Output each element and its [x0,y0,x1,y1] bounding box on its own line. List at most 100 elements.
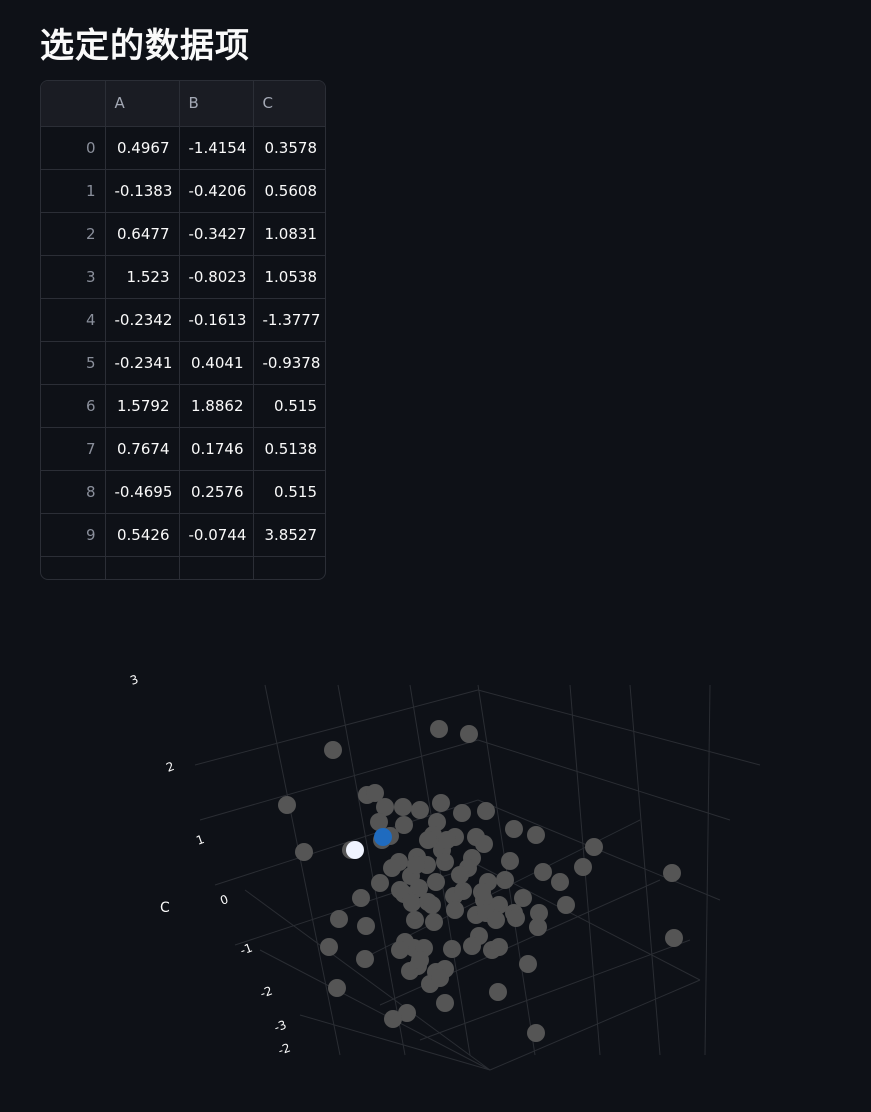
table-cell[interactable]: 1.0831 [253,212,325,256]
table-cell[interactable]: -0.4206 [179,169,254,213]
page-title: 选定的数据项 [40,26,250,66]
table-row[interactable]: 8 -0.4695 0.2576 0.515 [41,470,325,514]
table-cell[interactable]: 0.2576 [179,470,254,514]
table-row[interactable]: 5 -0.2341 0.4041 -0.9378 [41,341,325,385]
scatter-point [514,889,532,907]
table-cell[interactable]: 1.0538 [253,255,325,299]
table-row-empty [41,556,325,579]
row-index-cell[interactable]: 2 [41,212,106,256]
scatter-3d-svg[interactable]: 3 2 1 0 -1 -2 -3 -2 C [0,660,871,1112]
table-cell[interactable]: -0.1383 [105,169,180,213]
column-header-a[interactable]: A [105,81,180,127]
table-cell[interactable]: -1.3777 [253,298,325,342]
scatter-point [451,866,469,884]
scatter-point [384,1010,402,1028]
row-index-cell[interactable]: 8 [41,470,106,514]
table-cell[interactable]: 0.515 [253,384,325,428]
table-cell[interactable]: -0.2342 [105,298,180,342]
scatter-point [551,873,569,891]
row-index-cell[interactable]: 1 [41,169,106,213]
scatter-point [490,896,508,914]
table-cell[interactable]: 3.8527 [253,513,325,557]
table-cell[interactable]: 1.8862 [179,384,254,428]
scatter-point [427,873,445,891]
table-cell[interactable]: 0.3578 [253,126,325,170]
scatter-point [278,796,296,814]
z-tick-label: -3 [272,1018,288,1035]
table-row[interactable]: 0 0.4967 -1.4154 0.3578 [41,126,325,170]
table-cell[interactable]: -1.4154 [179,126,254,170]
table-cell[interactable]: 0.6477 [105,212,180,256]
table-cell[interactable]: 0.1746 [179,427,254,471]
scatter-point [454,882,472,900]
dataframe-table[interactable]: A B C 0 0.4967 -1.4154 0.3578 1 -0.1383 -0.420… [40,80,326,580]
table-cell[interactable]: -0.3427 [179,212,254,256]
scatter-point [371,874,389,892]
table-row[interactable]: 6 1.5792 1.8862 0.515 [41,384,325,428]
table-cell[interactable]: 0.4967 [105,126,180,170]
scatter-point [534,863,552,881]
table-row[interactable]: 7 0.7674 0.1746 0.5138 [41,427,325,471]
table-cell[interactable]: 0.5138 [253,427,325,471]
table-cell[interactable]: -0.4695 [105,470,180,514]
table-row[interactable]: 3 1.523 -0.8023 1.0538 [41,255,325,299]
scatter-3d-chart[interactable]: 3 2 1 0 -1 -2 -3 -2 C [0,660,871,1112]
axis-tick-label: -2 [276,1041,292,1058]
scatter-point [663,864,681,882]
row-index-cell[interactable]: 5 [41,341,106,385]
scatter-point [357,917,375,935]
scatter-point [446,901,464,919]
row-index-cell[interactable]: 9 [41,513,106,557]
grid-line [477,864,701,981]
scatter-point [489,983,507,1001]
highlighted-point [346,841,364,859]
table-cell[interactable]: -0.8023 [179,255,254,299]
table-row[interactable]: 4 -0.2342 -0.1613 -1.3777 [41,298,325,342]
scatter-point [527,1024,545,1042]
table-row[interactable]: 9 0.5426 -0.0744 3.8527 [41,513,325,557]
table-cell[interactable]: -0.2341 [105,341,180,385]
table-cell[interactable]: 0.5608 [253,169,325,213]
scatter-point [443,940,461,958]
scatter-point [410,879,428,897]
z-tick-label: 2 [164,759,176,775]
column-header-b[interactable]: B [179,81,254,127]
table-cell[interactable]: -0.1613 [179,298,254,342]
scatter-point [574,858,592,876]
row-index-cell[interactable]: 0 [41,126,106,170]
table-cell[interactable]: 0.5426 [105,513,180,557]
selected-point [374,828,392,846]
column-header-c[interactable]: C [253,81,325,127]
scatter-point [407,856,425,874]
table-cell[interactable]: 0.4041 [179,341,254,385]
scatter-point [529,918,547,936]
grid-line [264,684,341,1056]
scatter-point [477,802,495,820]
row-index-cell[interactable]: 4 [41,298,106,342]
scatter-point [501,852,519,870]
scatter-point [394,798,412,816]
row-index-cell[interactable]: 7 [41,427,106,471]
scatter-point [473,883,491,901]
row-index-cell[interactable]: 3 [41,255,106,299]
table-header-row: A B C [41,81,325,127]
row-index-cell[interactable]: 6 [41,384,106,428]
grid-line [194,689,479,766]
table-cell[interactable]: 1.523 [105,255,180,299]
grid-line [244,889,491,1071]
table-cell[interactable]: 0.515 [253,470,325,514]
z-tick-label: -2 [258,984,274,1001]
grid-line [704,684,711,1056]
table-cell[interactable]: 1.5792 [105,384,180,428]
z-axis-title: C [160,900,170,916]
scatter-point [406,911,424,929]
column-header-index[interactable] [41,81,106,127]
table-row[interactable]: 1 -0.1383 -0.4206 0.5608 [41,169,325,213]
table-cell[interactable]: 0.7674 [105,427,180,471]
scatter-point [519,955,537,973]
table-cell[interactable]: -0.0744 [179,513,254,557]
scatter-point [585,838,603,856]
table-cell[interactable]: -0.9378 [253,341,325,385]
scatter-point [438,831,456,849]
table-row[interactable]: 2 0.6477 -0.3427 1.0831 [41,212,325,256]
